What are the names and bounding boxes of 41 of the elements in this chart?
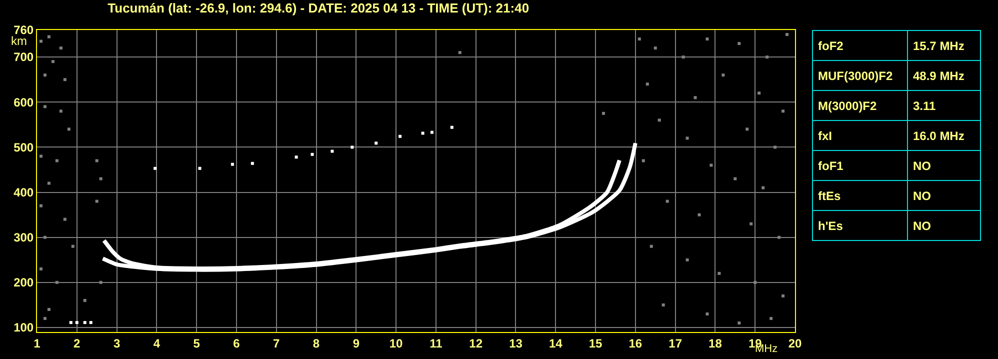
text: h'Es [812,210,908,240]
text: NO [908,150,980,180]
x-tick-label: 17 [668,336,682,350]
text: M(3000)F2 [812,90,908,120]
text: foF2 [812,30,908,60]
x-tick-label: 14 [548,336,563,350]
y-tick-label: 500 [14,140,34,154]
x-tick-label: 12 [469,336,483,350]
x-tick-label: 13 [509,336,523,350]
text: 15.7 MHz [908,30,980,60]
text: MUF(3000)F2 [812,60,908,90]
chart-title: Tucumán (lat: -26.9, lon: 294.6) - DATE: 2025 04 13 - TIME (UT): 21:40 [108,0,530,16]
y-tick-label: 400 [14,185,34,200]
text: 48.9 MHz [908,60,980,90]
text: fxI [812,120,908,150]
text: foF1 [812,150,908,180]
x-tick-label: 11 [430,336,443,350]
x-tick-label: 1 [34,336,41,350]
x-tick-label: 9 [352,336,360,350]
x-tick-label: 15 [588,336,603,350]
x-tick-label: 5 [193,336,200,350]
x-tick-label: 18 [708,336,722,350]
text: NO [908,180,980,210]
x-tick-label: 10 [389,336,404,350]
y-tick-label: 600 [14,95,34,110]
x-tick-label: 3 [113,336,120,350]
y-tick-label: 300 [14,230,34,245]
text: ftEs [812,180,908,210]
x-tick-label: 8 [312,336,320,350]
y-tick-label: 200 [14,276,34,290]
x-tick-label: 6 [233,336,240,350]
x-tick-label: 20 [788,336,802,350]
x-tick-label: 7 [273,336,280,350]
y-tick-label: 100 [14,320,34,335]
x-tick-label: 4 [153,336,160,350]
text: NO [908,210,980,240]
y-tick-label: 700 [14,50,34,64]
x-tick-label: 2 [74,336,81,350]
text: 3.11 [908,90,980,120]
x-tick-label: 16 [628,336,642,350]
text: 16.0 MHz [908,120,980,150]
